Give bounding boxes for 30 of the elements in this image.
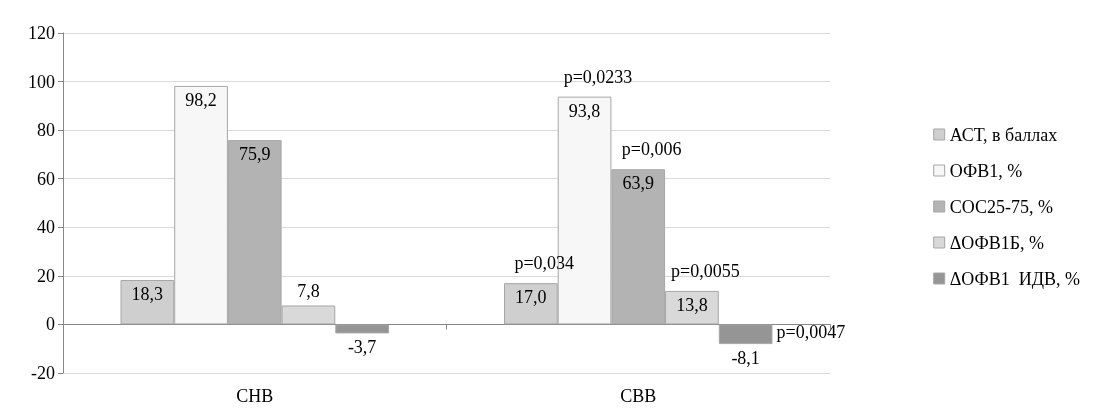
data-label: 63,9 bbox=[622, 173, 654, 194]
legend-label: СОС25-75, % bbox=[949, 196, 1053, 217]
annotation: p=0,034 bbox=[514, 253, 575, 274]
x-tick-label: СВВ bbox=[620, 386, 657, 406]
y-tick-label: 120 bbox=[28, 23, 55, 43]
y-tick-label: 0 bbox=[46, 314, 55, 335]
y-tick-label: -20 bbox=[31, 363, 55, 383]
legend-label: ОФВ1, % bbox=[949, 160, 1023, 181]
data-label: 7,8 bbox=[297, 281, 320, 302]
y-tick-label: 60 bbox=[37, 168, 55, 189]
legend-label: ΔОФВ1Б, % bbox=[949, 232, 1045, 253]
x-tick-label: СНВ bbox=[236, 386, 274, 406]
legend-label: АСТ, в баллах bbox=[949, 124, 1058, 145]
y-tick-label: 40 bbox=[37, 217, 55, 238]
annotation: p=0,0047 bbox=[776, 322, 846, 343]
data-label: 18,3 bbox=[131, 283, 164, 304]
annotation: p=0,006 bbox=[621, 139, 682, 160]
annotation: p=0,0233 bbox=[563, 66, 633, 87]
annotation: p=0,0055 bbox=[671, 260, 740, 281]
y-tick-label: 20 bbox=[37, 265, 55, 286]
data-label: 13,8 bbox=[676, 294, 708, 315]
data-label: 17,0 bbox=[515, 287, 547, 308]
y-tick-label: 80 bbox=[37, 120, 55, 141]
legend-label: ΔОФВ1 ИДВ, % bbox=[949, 268, 1081, 289]
data-label: 75,9 bbox=[239, 144, 271, 165]
data-label: 98,2 bbox=[185, 89, 217, 110]
data-label: -3,7 bbox=[347, 337, 377, 358]
y-tick-label: 100 bbox=[28, 71, 55, 92]
data-label: 93,8 bbox=[568, 100, 601, 121]
data-label: -8,1 bbox=[731, 348, 760, 369]
